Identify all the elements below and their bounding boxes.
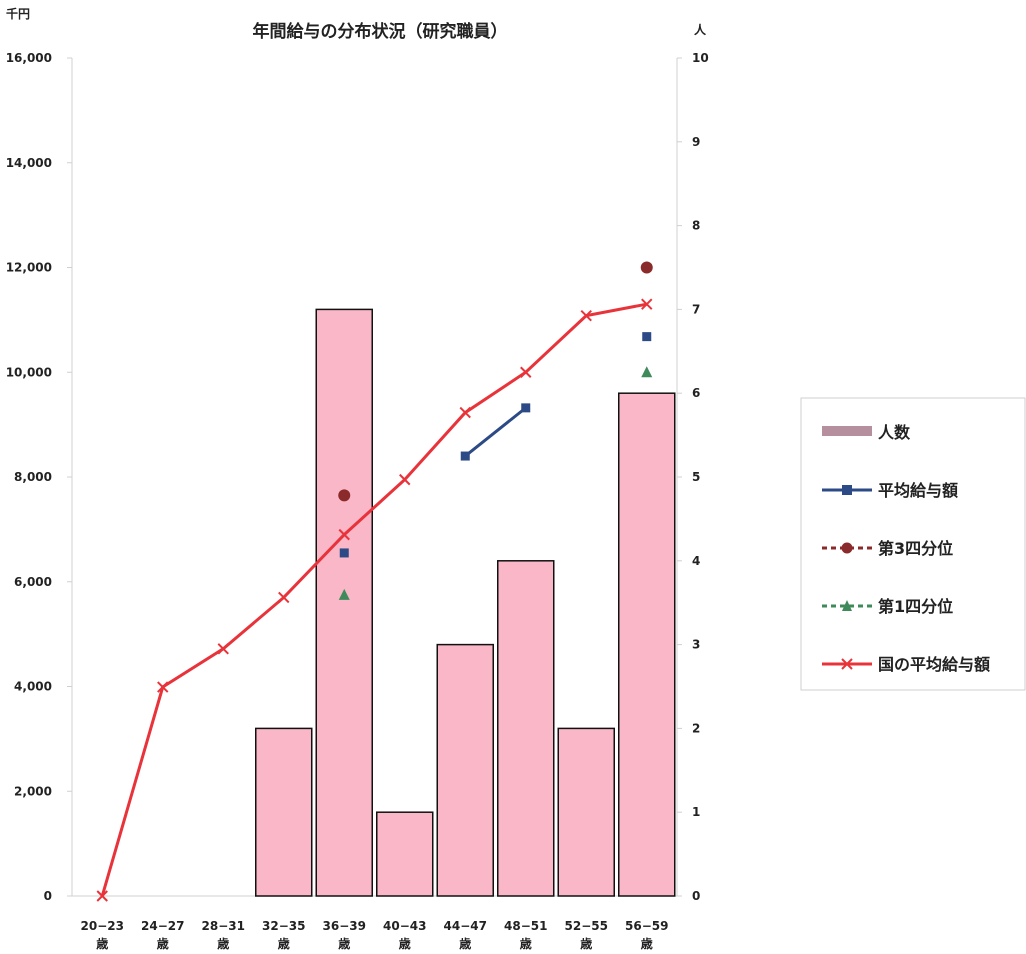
marker-国の平均給与額 <box>157 681 169 693</box>
x-axis-label: 56−59 <box>625 919 668 933</box>
left-axis-tick-label: 16,000 <box>6 51 52 65</box>
bar-40−43歳 <box>376 811 434 897</box>
x-axis-labels: 20−23 歳 24−27 歳 28−31 歳 32−35 歳 36−39 歳 40−43 歳 44−4… <box>81 919 669 951</box>
x-axis-label-unit: 歳 <box>580 936 592 951</box>
marker-国の平均給与額 <box>641 298 653 310</box>
right-axis-tick-label: 4 <box>692 554 700 568</box>
marker-国の平均給与額 <box>278 591 290 604</box>
right-axis-tick-label: 1 <box>692 805 700 819</box>
marker-平均給与額 <box>521 403 531 413</box>
line-series <box>100 302 648 897</box>
bar-48−51歳 <box>497 560 555 897</box>
left-axis-unit-label: 千円 <box>6 6 30 21</box>
marker-第3四分位 <box>640 261 653 274</box>
marker-第1四分位 <box>338 588 350 600</box>
marker-平均給与額 <box>339 548 349 558</box>
left-axis-ticks: 0 2,000 4,000 6,000 8,000 10,000 12,000 14,000 1… <box>6 51 72 903</box>
x-axis-label-unit: 歳 <box>459 936 471 951</box>
x-axis-label: 24−27 <box>141 919 184 933</box>
marker-series <box>96 261 653 902</box>
bar-series <box>255 308 676 897</box>
left-axis-tick-label: 12,000 <box>6 261 52 275</box>
left-axis-tick-label: 6,000 <box>14 575 52 589</box>
x-axis-label: 20−23 <box>81 919 124 933</box>
legend-label-平均給与額: 平均給与額 <box>878 481 958 500</box>
x-axis-label-unit: 歳 <box>278 936 290 951</box>
bar-36−39歳 <box>315 308 373 897</box>
marker-第3四分位 <box>338 489 351 502</box>
marker-国の平均給与額 <box>580 309 592 322</box>
x-axis-label-unit: 歳 <box>96 936 108 951</box>
x-axis-label-unit: 歳 <box>641 936 653 951</box>
marker-国の平均給与額 <box>217 643 229 655</box>
marker-国の平均給与額 <box>459 406 471 419</box>
line-国の平均給与額 <box>100 302 648 897</box>
right-axis-tick-label: 0 <box>692 889 700 903</box>
left-axis-tick-label: 8,000 <box>14 470 52 484</box>
left-axis-tick-label: 0 <box>44 889 52 903</box>
right-axis-tick-label: 5 <box>692 470 700 484</box>
right-axis-tick-label: 6 <box>692 386 700 400</box>
left-axis-tick-label: 2,000 <box>14 784 52 798</box>
marker-国の平均給与額 <box>399 473 411 486</box>
right-axis-tick-label: 7 <box>692 302 700 316</box>
legend-label-国の平均給与額: 国の平均給与額 <box>878 655 990 674</box>
right-axis-tick-label: 8 <box>692 219 700 233</box>
right-axis-tick-label: 3 <box>692 638 700 652</box>
x-axis-label-unit: 歳 <box>217 936 229 951</box>
left-axis-tick-label: 14,000 <box>6 156 52 170</box>
right-axis-unit-label: 人 <box>694 22 707 37</box>
x-axis-label-unit: 歳 <box>399 936 411 951</box>
marker-国の平均給与額 <box>338 528 350 541</box>
legend-label-第1四分位: 第1四分位 <box>878 597 953 616</box>
right-axis-tick-label: 9 <box>692 135 700 149</box>
legend-label-第3四分位: 第3四分位 <box>878 539 953 558</box>
bar-52−55歳 <box>557 727 615 897</box>
right-axis-tick-label: 2 <box>692 721 700 735</box>
x-axis-label: 44−47 <box>444 919 487 933</box>
legend-marker-第1四分位 <box>842 600 852 611</box>
marker-国の平均給与額 <box>96 890 108 902</box>
marker-第1四分位 <box>641 366 653 378</box>
x-axis-label-unit: 歳 <box>338 936 350 951</box>
right-axis-tick-label: 10 <box>692 51 709 65</box>
legend-marker-国の平均給与額 <box>841 658 853 670</box>
line-平均給与額 <box>464 406 527 458</box>
left-axis-tick-label: 4,000 <box>14 680 52 694</box>
bar-44−47歳 <box>436 643 494 897</box>
chart-title: 年間給与の分布状況（研究職員） <box>253 21 508 42</box>
legend-swatch-人数 <box>822 426 872 436</box>
legend-marker-第3四分位 <box>841 542 853 554</box>
legend-box <box>800 397 1026 691</box>
x-axis-label-unit: 歳 <box>157 936 169 951</box>
right-axis-ticks: 0 1 2 3 4 5 6 7 8 9 10 <box>677 51 709 903</box>
marker-平均給与額 <box>642 332 652 342</box>
x-axis-label-unit: 歳 <box>520 936 532 951</box>
bar-32−35歳 <box>255 727 313 897</box>
marker-平均給与額 <box>460 451 470 461</box>
x-axis-label: 36−39 <box>323 919 366 933</box>
legend-marker-平均給与額 <box>842 485 852 495</box>
bar-56−59歳 <box>618 392 676 897</box>
x-axis-label: 48−51 <box>504 919 547 933</box>
left-axis-tick-label: 10,000 <box>6 365 52 379</box>
legend-label-人数: 人数 <box>878 423 911 442</box>
marker-国の平均給与額 <box>520 366 532 378</box>
x-axis-label: 32−35 <box>262 919 305 933</box>
x-axis-label: 28−31 <box>202 919 245 933</box>
x-axis-label: 40−43 <box>383 919 426 933</box>
x-axis-label: 52−55 <box>565 919 608 933</box>
